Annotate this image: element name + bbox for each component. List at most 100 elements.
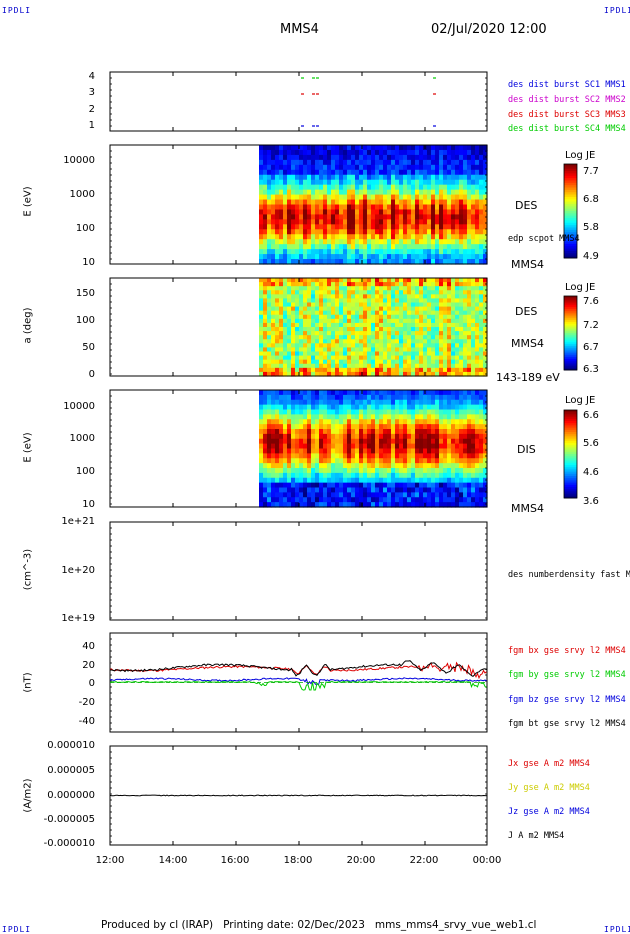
spectrogram-cell	[279, 359, 284, 365]
colorbar-cell	[564, 357, 577, 360]
colorbar-cell	[564, 297, 577, 301]
spectrogram-cell	[335, 424, 340, 430]
spectrogram-cell	[455, 443, 460, 450]
spectrogram-cell	[315, 414, 320, 420]
spectrogram-cell	[391, 259, 396, 265]
spectrogram-cell	[315, 199, 320, 206]
spectrogram-cell	[475, 472, 480, 479]
spectrogram-cell	[415, 159, 420, 166]
spectrogram-cell	[263, 318, 268, 324]
spectrogram-cell	[395, 355, 400, 361]
spectrogram-cell	[371, 314, 376, 320]
spectrogram-cell	[263, 339, 268, 344]
spectrogram-cell	[291, 254, 296, 260]
spectrogram-cell	[259, 209, 264, 216]
spectrogram-cell	[395, 502, 400, 508]
spectrogram-cell	[283, 219, 288, 225]
spectrogram-cell	[459, 229, 464, 235]
spectrogram-cell	[399, 194, 404, 201]
spectrogram-cell	[371, 159, 376, 166]
spectrogram-cell	[403, 399, 408, 406]
spectrogram-cell	[391, 194, 396, 201]
spectrogram-cell	[395, 209, 400, 216]
spectrogram-cell	[415, 351, 420, 357]
spectrogram-cell	[347, 314, 352, 320]
spectrogram-cell	[467, 306, 472, 312]
spectrogram-cell	[451, 355, 456, 361]
spectrogram-cell	[371, 443, 376, 450]
spectrogram-cell	[443, 318, 448, 324]
spectrogram-cell	[439, 179, 444, 186]
spectrogram-cell	[311, 355, 316, 361]
spectrogram-cell	[411, 390, 416, 396]
spectrogram-cell	[407, 390, 412, 396]
spectrogram-cell	[451, 244, 456, 250]
spectrogram-cell	[331, 179, 336, 186]
spectrogram-cell	[263, 306, 268, 312]
spectrogram-cell	[471, 331, 476, 336]
spectrogram-cell	[383, 443, 388, 450]
spectrogram-cell	[471, 306, 476, 312]
spectrogram-cell	[411, 244, 416, 250]
spectrogram-cell	[279, 492, 284, 498]
spectrogram-cell	[439, 409, 444, 415]
spectrogram-cell	[455, 448, 460, 454]
spectrogram-cell	[319, 278, 324, 283]
spectrogram-cell	[475, 399, 480, 406]
spectrogram-cell	[271, 164, 276, 171]
spectrogram-cell	[411, 438, 416, 445]
spectrogram-cell	[363, 367, 368, 373]
spectrogram-cell	[319, 482, 324, 489]
spectrogram-cell	[467, 154, 472, 161]
spectrogram-cell	[339, 259, 344, 265]
spectrogram-cell	[263, 468, 268, 474]
spectrogram-cell	[331, 278, 336, 283]
spectrogram-cell	[367, 159, 372, 166]
spectrogram-cell	[443, 371, 448, 377]
spectrogram-cell	[395, 404, 400, 411]
spectrogram-cell	[323, 209, 328, 216]
spectrogram-cell	[299, 199, 304, 206]
spectrogram-cell	[387, 286, 392, 291]
spectrogram-cell	[399, 463, 404, 469]
spectrogram-cell	[343, 472, 348, 479]
spectrogram-cell	[455, 306, 460, 312]
spectrogram-cell	[387, 184, 392, 191]
spectrogram-cell	[415, 453, 420, 459]
spectrogram-cell	[395, 331, 400, 336]
spectrogram-cell	[443, 322, 448, 328]
spectrogram-cell	[483, 322, 488, 328]
spectrogram-cell	[455, 477, 460, 484]
spectrogram-cell	[335, 290, 340, 295]
spectrogram-cell	[427, 294, 432, 300]
spectrogram-cell	[315, 184, 320, 191]
spectrogram-cell	[327, 429, 332, 435]
spectrogram-cell	[283, 204, 288, 211]
spectrogram-cell	[295, 249, 300, 255]
spectrogram-cell	[307, 472, 312, 479]
spectrogram-cell	[419, 424, 424, 430]
spectrogram-cell	[423, 209, 428, 216]
spectrogram-cell	[279, 443, 284, 450]
spectrogram-cell	[319, 492, 324, 498]
spectrogram-cell	[387, 179, 392, 186]
spectrogram-cell	[339, 159, 344, 166]
colorbar-cell	[564, 323, 577, 327]
spectrogram-cell	[327, 482, 332, 489]
spectrogram-cell	[343, 314, 348, 320]
spectrogram-cell	[447, 174, 452, 181]
spectrogram-cell	[299, 492, 304, 498]
spectrogram-cell	[351, 214, 356, 220]
spectrogram-cell	[363, 294, 368, 300]
spectrogram-cell	[459, 371, 464, 377]
spectrogram-cell	[335, 149, 340, 156]
spectrogram-cell	[463, 343, 468, 349]
spectrogram-cell	[363, 229, 368, 235]
spectrogram-cell	[339, 184, 344, 191]
spectrogram-cell	[423, 343, 428, 349]
spectrogram-cell	[391, 433, 396, 440]
spectrogram-cell	[279, 184, 284, 191]
spectrogram-cell	[279, 419, 284, 425]
spectrogram-cell	[483, 448, 488, 454]
spectrogram-cell	[415, 229, 420, 235]
